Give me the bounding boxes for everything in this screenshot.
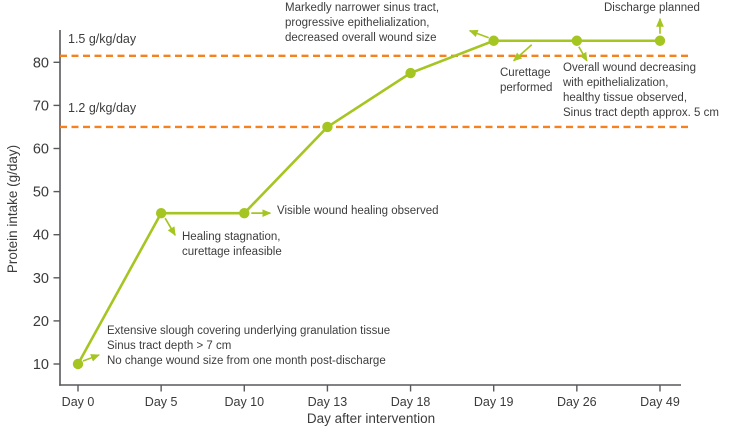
data-point	[72, 358, 84, 370]
annotation-arrow	[468, 29, 489, 39]
y-tick-label: 10	[33, 357, 49, 373]
y-tick-label: 50	[33, 185, 49, 201]
annotation-curettage-performed: Curettage performed	[500, 67, 553, 94]
data-point	[571, 35, 583, 46]
y-tick-label: 20	[33, 314, 49, 330]
threshold-label-1-5: 1.5 g/kg/day	[68, 32, 137, 46]
annotation-day19-narrower-tract: Markedly narrower sinus tract, progressi…	[285, 2, 440, 44]
y-tick-label: 80	[33, 55, 49, 71]
annotation-arrow	[82, 354, 100, 362]
x-axis-title: Day after intervention	[306, 411, 436, 426]
y-axis-title: Protein intake (g/day)	[5, 144, 20, 274]
annotation-arrow	[512, 44, 533, 62]
data-point	[405, 67, 416, 79]
annotation-day49-discharge-planned: Discharge planned	[604, 2, 700, 14]
x-tick-label: Day 18	[391, 395, 431, 409]
x-tick-label: Day 19	[474, 395, 514, 409]
data-point	[654, 35, 666, 46]
x-tick-label: Day 26	[557, 395, 597, 409]
y-tick-label: 40	[33, 228, 49, 244]
y-tick-label: 60	[33, 142, 49, 158]
annotation-day26-overall-wound: Overall wound decreasing with epithelial…	[563, 62, 719, 119]
x-tick-label: Day 10	[224, 395, 264, 409]
x-tick-label: Day 13	[308, 395, 348, 409]
annotation-day5-healing-stagnation: Healing stagnation, curettage infeasible	[182, 231, 282, 258]
data-point	[155, 207, 167, 219]
x-tick-label: Day 0	[62, 395, 95, 409]
annotation-arrow	[578, 46, 588, 62]
data-point	[322, 121, 333, 133]
annotation-arrow	[164, 217, 176, 237]
y-tick-label: 30	[33, 271, 49, 287]
data-point	[488, 35, 499, 46]
x-tick-label: Day 5	[145, 395, 178, 409]
annotation-day10-visible-healing: Visible wound healing observed	[277, 205, 439, 217]
x-tick-label: Day 49	[640, 395, 680, 409]
y-tick-label: 70	[33, 98, 49, 114]
annotation-day0-slough: Extensive slough covering underlying gra…	[107, 325, 391, 367]
data-point	[239, 207, 250, 219]
threshold-label-1-2: 1.2 g/kg/day	[68, 101, 137, 115]
series-line	[76, 39, 660, 365]
